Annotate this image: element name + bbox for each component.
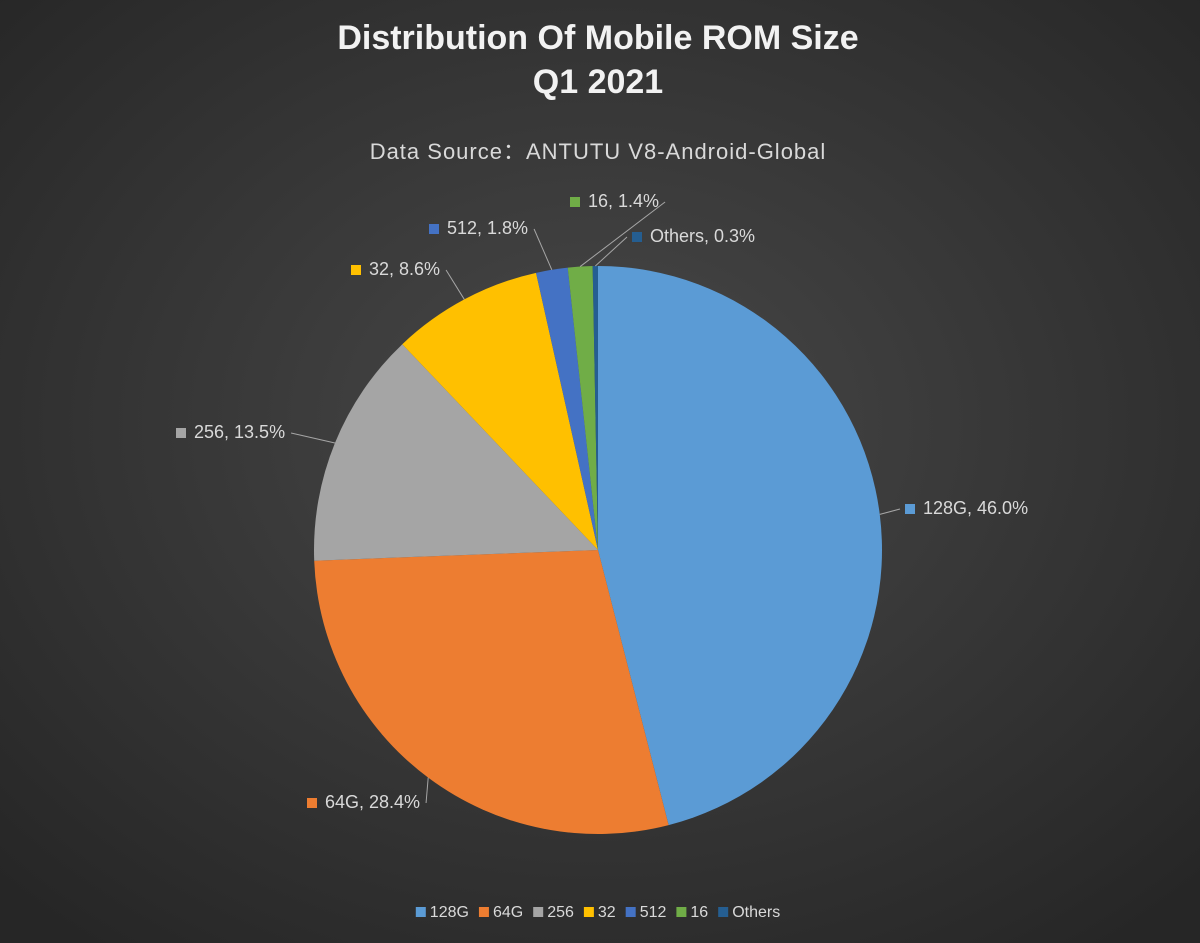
leader-line: [579, 201, 666, 267]
legend-marker: [718, 907, 729, 917]
label-marker: [429, 224, 439, 234]
data-label: 64G, 28.4%: [325, 792, 420, 812]
leader-line: [290, 432, 336, 444]
chart-subtitle: Data Source：ANTUTU V8-Android-Global: [370, 139, 827, 164]
legend-marker: [625, 907, 636, 917]
legend-label: 128G: [430, 904, 469, 921]
legend-label: 512: [640, 904, 667, 921]
pie-slice: [567, 266, 598, 550]
legend-marker: [478, 907, 489, 917]
data-label: 256, 13.5%: [194, 422, 285, 442]
label-marker: [307, 798, 317, 808]
legend-label: 32: [598, 904, 616, 921]
pie-slice: [536, 267, 598, 550]
label-marker: [351, 265, 361, 275]
label-marker: [570, 197, 580, 207]
data-label: 32, 8.6%: [369, 259, 440, 279]
leader-line: [594, 236, 628, 267]
pie-slice: [592, 266, 598, 550]
legend-label: 256: [547, 904, 574, 921]
data-label: Others, 0.3%: [650, 226, 755, 246]
leader-line: [533, 228, 553, 270]
data-label: 128G, 46.0%: [923, 498, 1028, 518]
chart-title: Distribution Of Mobile ROM Size: [337, 19, 858, 57]
label-marker: [905, 504, 915, 514]
data-label: 16, 1.4%: [588, 191, 659, 211]
legend: 128G 64G 256 32 512 16 Others: [415, 904, 780, 921]
pie-slice: [314, 550, 669, 834]
legend-label: 16: [690, 904, 708, 921]
label-marker: [176, 428, 186, 438]
legend-marker: [533, 907, 544, 917]
data-label: 512, 1.8%: [447, 218, 528, 238]
pie-slice: [598, 266, 882, 826]
label-marker: [632, 232, 642, 242]
legend-marker: [583, 907, 594, 917]
legend-label: Others: [732, 904, 780, 921]
chart-title: Q1 2021: [533, 63, 663, 101]
leader-line: [445, 269, 465, 300]
pie-slice: [402, 272, 598, 550]
legend-marker: [415, 907, 426, 917]
leader-line: [879, 508, 901, 515]
legend-marker: [676, 907, 687, 917]
leader-line: [425, 777, 429, 804]
pie-slice: [313, 344, 598, 561]
legend-label: 64G: [493, 904, 523, 921]
